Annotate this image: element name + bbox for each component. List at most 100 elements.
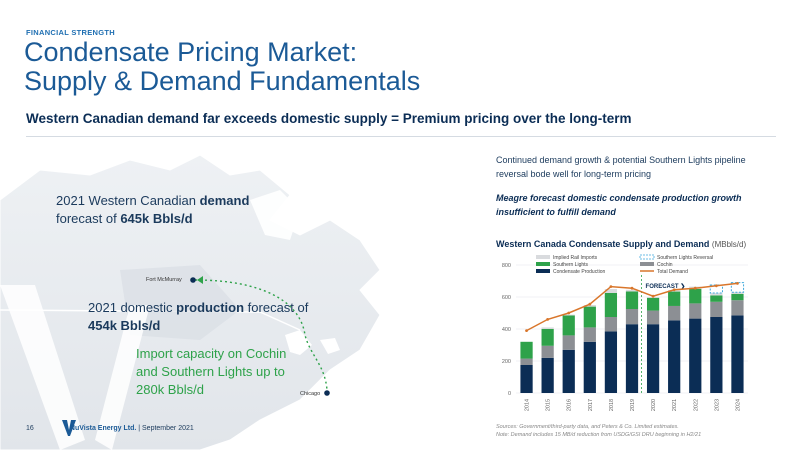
page-title: Condensate Pricing Market: Supply & Dema… (24, 38, 584, 96)
watermark-logo (0, 285, 150, 450)
page-number: 16 (26, 425, 34, 432)
bar-segment (689, 303, 702, 319)
bar-segment (625, 291, 639, 309)
bar-segment (710, 317, 723, 393)
footer-company: NuVista Energy Ltd. (69, 425, 137, 432)
bar-segment (689, 289, 702, 304)
bar-segment (625, 309, 639, 325)
city-label-fort-mcmurray: Fort McMurray (146, 277, 182, 283)
north-america-map (0, 154, 381, 450)
bar-segment (562, 315, 575, 336)
x-tick-label: 2014 (525, 399, 531, 411)
total-demand-point (714, 284, 718, 288)
bar-segment (562, 349, 575, 393)
bar-segment (541, 357, 554, 393)
legend-swatch (639, 254, 655, 260)
legend-label: Southern Lights (553, 262, 589, 268)
bar-segment (668, 291, 681, 306)
bar-segment (731, 300, 744, 316)
bar-segment (710, 301, 723, 317)
x-tick-label: 2023 (714, 399, 720, 411)
demand-growth-text: Continued demand growth & potential Sout… (496, 155, 746, 179)
bar-segment (625, 289, 639, 292)
bar-segment (562, 335, 575, 350)
total-demand-point (609, 285, 613, 288)
bar-segment (562, 314, 575, 316)
page-title-line-2: Supply & Demand Fundamentals (24, 66, 421, 96)
bar-segment (731, 315, 744, 393)
bar-segment (710, 293, 723, 296)
map-lakes (285, 330, 340, 355)
total-demand-point (693, 286, 697, 290)
bar-segment (541, 345, 554, 358)
bar-segment (541, 329, 554, 346)
y-tick-label: 0 (508, 391, 511, 397)
total-demand-point (736, 282, 739, 285)
bar-segment (668, 320, 681, 393)
x-tick-label: 2024 (735, 399, 741, 411)
production-callout: 2021 domestic production forecast of 454… (88, 300, 309, 333)
city-label-chicago: Chicago (300, 391, 321, 397)
x-tick-label: 2018 (609, 399, 615, 411)
legend-swatch (640, 262, 654, 266)
legend-label: Southern Lights Reversal (657, 255, 713, 261)
bar-segment (731, 292, 744, 294)
y-tick-label: 600 (502, 295, 511, 301)
bar-segment (625, 324, 639, 393)
footer: 16 NuVista Energy Ltd. | September 2021 (26, 425, 194, 432)
bar-segment (520, 365, 533, 393)
bar-segment (730, 282, 745, 293)
total-demand-point (651, 294, 655, 298)
y-tick-label: 200 (502, 359, 511, 365)
total-demand-point (546, 318, 550, 321)
y-tick-label: 400 (502, 327, 511, 333)
total-demand-point (672, 288, 676, 292)
total-demand-point (630, 286, 634, 290)
bar-segment (689, 318, 702, 393)
bar-segment (583, 306, 596, 328)
x-tick-label: 2022 (693, 399, 699, 411)
total-demand-point (588, 302, 592, 306)
bar-segment (583, 305, 596, 307)
y-tick-label: 800 (502, 263, 511, 269)
demand-callout: 2021 Western Canadian demand forecast of… (56, 193, 250, 226)
map-border (0, 309, 301, 331)
bar-segment (541, 327, 554, 329)
legend-label: Condensate Production (553, 269, 605, 275)
import-callout: Import capacity on Cochin and Southern L… (136, 346, 287, 397)
import-route-line (194, 279, 328, 391)
bar-segment (646, 297, 660, 311)
bar-segment (710, 295, 723, 302)
legend-label: Cochin (657, 262, 673, 268)
nuvista-logo-icon (62, 420, 76, 436)
bar-segment (668, 305, 681, 321)
bar-segment (646, 310, 660, 325)
legend-swatch (536, 262, 550, 266)
section-kicker: FINANCIAL STRENGTH (26, 28, 116, 37)
bar-segment (604, 317, 618, 332)
production-growth-text: Meagre forecast domestic condensate prod… (496, 193, 742, 217)
x-tick-label: 2016 (567, 399, 573, 411)
bar-segment (731, 293, 744, 301)
page-subtitle: Western Canadian demand far exceeds dome… (26, 111, 632, 126)
total-demand-point (525, 329, 528, 332)
legend-swatch (536, 255, 550, 259)
total-demand-point (567, 311, 571, 315)
map-bay (250, 190, 300, 240)
x-tick-label: 2015 (546, 399, 552, 411)
bar-segment (709, 284, 723, 294)
chart-title: Western Canada Condensate Supply and Dem… (496, 239, 747, 249)
chicago-marker (324, 390, 330, 396)
supply-demand-chart: 0 200 400 600 800 2014 2015 2016 2017 2018 2019 202… (502, 254, 748, 411)
legend-label: Implied Rail Imports (553, 255, 598, 261)
fort-mcmurray-marker (190, 277, 196, 283)
x-tick-label: 2019 (630, 399, 636, 411)
x-tick-label: 2020 (651, 399, 657, 411)
footer-date: | September 2021 (136, 425, 194, 432)
forecast-label: FORECAST ❯ (646, 283, 686, 290)
bar-segment (583, 327, 596, 342)
bar-segment (604, 289, 618, 293)
x-tick-label: 2021 (672, 399, 678, 411)
chart-sources: Sources: Government/third-party data, an… (496, 424, 702, 438)
legend-label: Total Demand (657, 269, 688, 275)
